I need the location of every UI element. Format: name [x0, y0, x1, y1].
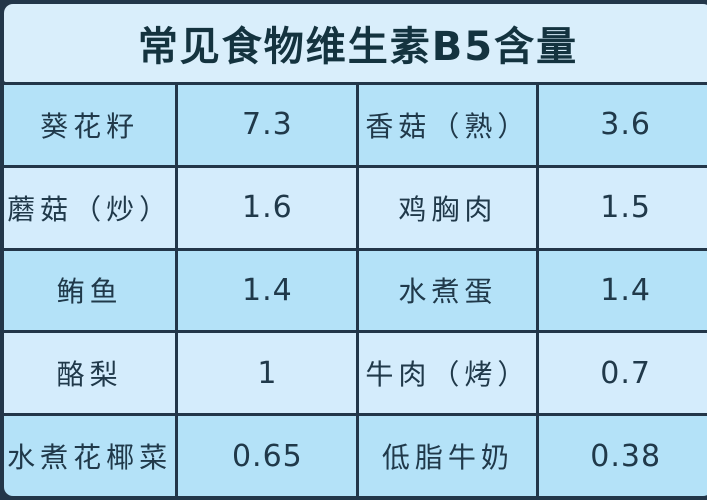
- food-name-cell: 鸡胸肉: [359, 167, 537, 248]
- food-name-cell: 鲔鱼: [4, 250, 176, 331]
- food-value-cell: 1.5: [539, 167, 707, 248]
- food-value-cell: 0.7: [539, 333, 707, 414]
- food-name-cell: 酪梨: [4, 333, 176, 414]
- food-name-cell: 葵花籽: [4, 85, 176, 165]
- food-name-cell: 低脂牛奶: [359, 416, 537, 496]
- table-title: 常见食物维生素B5含量: [4, 4, 707, 82]
- food-name-cell: 蘑菇（炒）: [4, 167, 176, 248]
- food-name-cell: 水煮花椰菜: [4, 416, 176, 496]
- food-value-cell: 1.4: [539, 250, 707, 331]
- food-value-cell: 1: [178, 333, 357, 414]
- food-value-cell: 7.3: [178, 85, 357, 165]
- food-value-cell: 1.4: [178, 250, 357, 331]
- food-value-cell: 3.6: [539, 85, 707, 165]
- food-value-cell: 0.65: [178, 416, 357, 496]
- food-name-cell: 水煮蛋: [359, 250, 537, 331]
- food-name-cell: 牛肉（烤）: [359, 333, 537, 414]
- food-value-cell: 1.6: [178, 167, 357, 248]
- food-name-cell: 香菇（熟）: [359, 85, 537, 165]
- food-value-cell: 0.38: [539, 416, 707, 496]
